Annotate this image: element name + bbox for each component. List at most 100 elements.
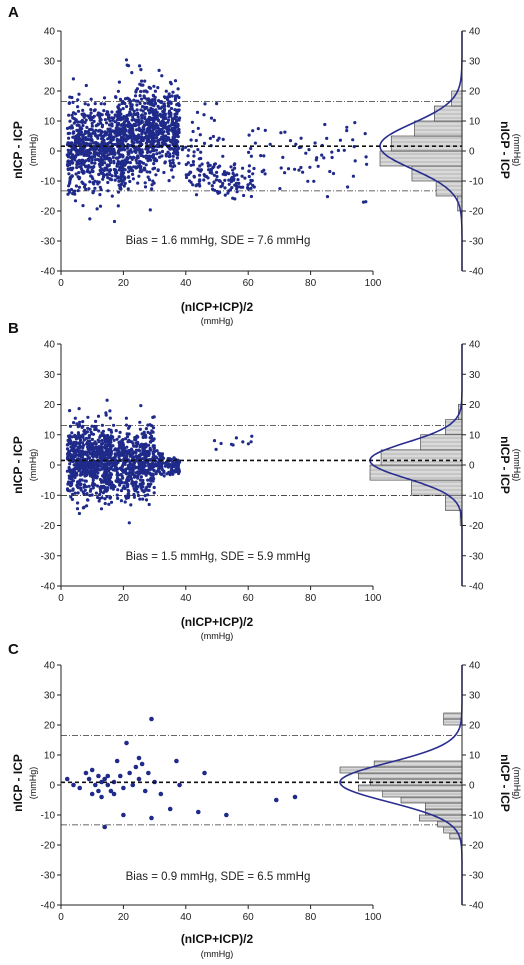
data-point xyxy=(108,149,112,153)
y-axis-unit: (mmHg) xyxy=(28,449,38,482)
right-y-axis-label: nICP - ICP xyxy=(498,121,512,179)
data-point xyxy=(135,140,139,144)
data-point xyxy=(116,496,120,500)
data-point xyxy=(231,196,235,200)
data-point xyxy=(178,116,182,120)
data-point xyxy=(243,176,247,180)
data-point xyxy=(72,117,77,121)
data-point xyxy=(114,429,118,433)
data-point xyxy=(158,791,164,797)
data-point xyxy=(138,140,143,144)
data-point xyxy=(117,452,121,456)
data-point xyxy=(210,184,214,188)
data-point xyxy=(172,137,176,141)
data-point xyxy=(154,455,158,459)
right-y-tick-label: -10 xyxy=(469,177,484,188)
data-point xyxy=(139,89,143,94)
data-point xyxy=(83,129,87,134)
y-tick-label: 0 xyxy=(49,781,55,792)
data-point xyxy=(198,164,202,168)
data-point xyxy=(361,200,366,204)
data-point xyxy=(125,104,129,109)
data-point xyxy=(198,173,202,177)
data-point xyxy=(161,117,165,121)
data-point xyxy=(170,168,174,172)
data-point xyxy=(330,155,334,160)
data-point xyxy=(117,435,121,439)
data-point xyxy=(123,101,127,106)
data-point xyxy=(166,104,171,108)
data-point xyxy=(68,119,72,123)
data-point xyxy=(104,436,108,441)
data-point xyxy=(71,100,75,104)
data-point xyxy=(95,151,99,155)
data-point xyxy=(93,158,98,162)
data-point xyxy=(96,773,101,779)
panel-c: C -40 -40 -30 -30 -20 -20 -10 -10 0 0 10 10 20 20 30 30… xyxy=(8,641,522,959)
data-point xyxy=(116,105,120,109)
data-point xyxy=(279,131,283,135)
scatter-points xyxy=(64,716,298,830)
data-point xyxy=(167,154,171,159)
data-point xyxy=(69,156,73,160)
data-point xyxy=(126,152,130,156)
data-point xyxy=(70,447,74,451)
data-point xyxy=(76,109,81,113)
data-point xyxy=(78,126,82,130)
data-point xyxy=(131,172,135,176)
data-point xyxy=(108,495,113,499)
data-point xyxy=(106,153,110,157)
data-point xyxy=(286,167,291,171)
data-point xyxy=(97,153,101,157)
data-point xyxy=(104,487,108,491)
data-point xyxy=(65,443,69,447)
data-point xyxy=(118,97,123,101)
data-point xyxy=(149,478,153,483)
data-point xyxy=(132,466,136,470)
data-point xyxy=(96,788,101,794)
data-point xyxy=(104,413,108,417)
data-point xyxy=(66,167,70,172)
data-point xyxy=(67,141,71,145)
data-point xyxy=(86,131,90,135)
right-y-tick-label: -40 xyxy=(469,901,484,912)
data-point xyxy=(77,151,81,155)
data-point xyxy=(88,170,92,175)
data-point xyxy=(80,161,84,165)
data-point xyxy=(78,473,83,477)
data-point xyxy=(151,132,155,136)
data-point xyxy=(91,169,95,174)
data-point xyxy=(69,456,73,460)
data-point xyxy=(76,480,80,484)
histogram-bar xyxy=(425,802,463,810)
data-point xyxy=(72,452,76,456)
data-point xyxy=(107,133,111,137)
data-point xyxy=(187,148,191,152)
right-y-tick-label: 0 xyxy=(469,781,475,792)
data-point xyxy=(177,146,181,150)
data-point xyxy=(109,428,113,432)
y-tick-label: 40 xyxy=(44,27,56,38)
data-point xyxy=(81,123,85,128)
data-point xyxy=(108,788,114,794)
data-point xyxy=(72,156,77,160)
x-axis-label: (nICP+ICP)/2 xyxy=(181,300,254,314)
data-point xyxy=(190,120,194,124)
data-point xyxy=(249,146,253,151)
data-point xyxy=(91,177,95,181)
data-point xyxy=(312,179,316,183)
data-point xyxy=(159,472,163,476)
data-point xyxy=(262,154,266,158)
data-point xyxy=(105,398,109,402)
data-point xyxy=(129,168,133,172)
data-point xyxy=(130,782,136,788)
data-point xyxy=(81,108,85,112)
data-point xyxy=(125,63,129,67)
data-point xyxy=(167,109,172,113)
data-point xyxy=(101,135,105,139)
data-point xyxy=(174,118,178,122)
data-point xyxy=(281,155,285,159)
data-point xyxy=(107,454,111,458)
data-point xyxy=(109,472,113,476)
data-point xyxy=(268,142,272,146)
